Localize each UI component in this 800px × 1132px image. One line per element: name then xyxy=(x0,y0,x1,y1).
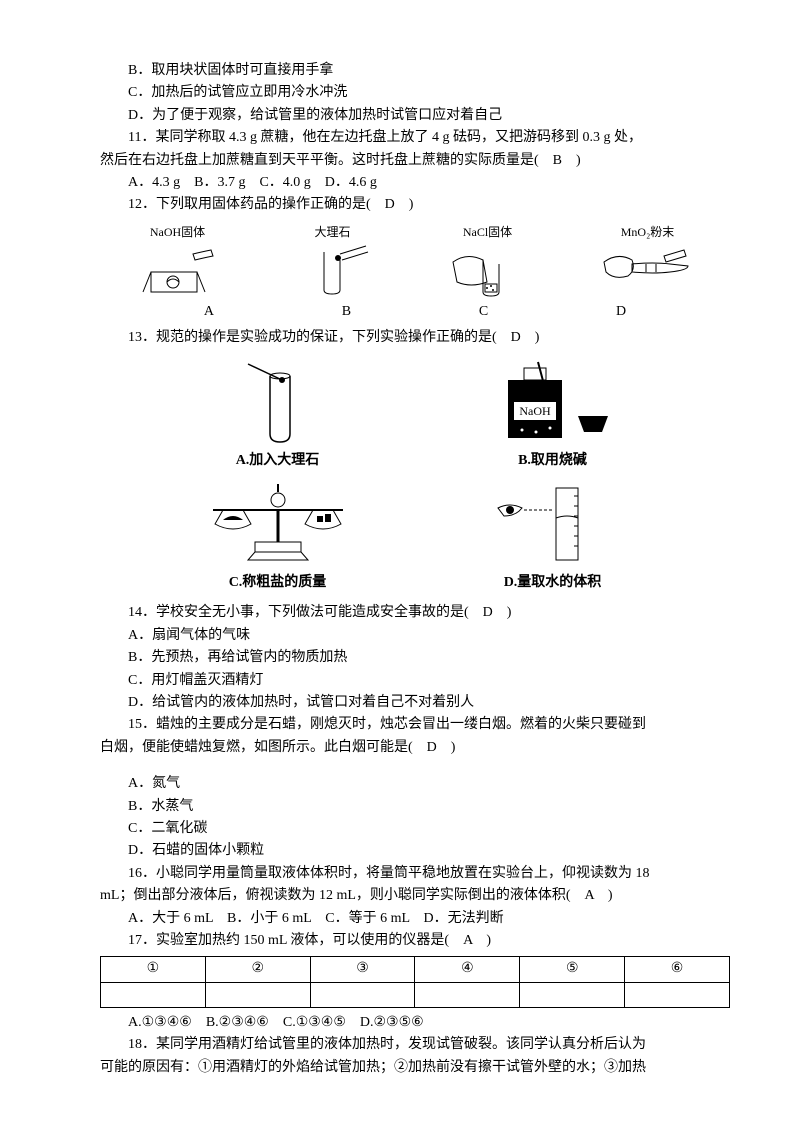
q13-fig-c: C.称粗盐的质量 xyxy=(193,480,363,594)
q16-options: A．大于 6 mL B．小于 6 mL C．等于 6 mL D．无法判断 xyxy=(100,908,730,930)
q13-fig-b: NaOH B.取用烧碱 xyxy=(478,358,628,472)
table-cell xyxy=(415,982,520,1007)
q15-oa: A．氮气 xyxy=(100,773,730,795)
q15-ob: B．水蒸气 xyxy=(100,796,730,818)
q13-figure-grid: A.加入大理石 NaOH B.取用烧碱 xyxy=(140,358,690,595)
spacer xyxy=(100,759,730,773)
q18-line1: 18．某同学用酒精灯给试管里的液体加热时，发现试管破裂。该同学认真分析后认为 xyxy=(100,1034,730,1056)
table-cell: ⑥ xyxy=(625,957,730,982)
opt-d: D．为了便于观察，给试管里的液体加热时试管口应对着自己 xyxy=(100,105,730,127)
q13-cap-b: B.取用烧碱 xyxy=(518,450,587,472)
q17-table: ① ② ③ ④ ⑤ ⑥ xyxy=(100,956,730,1007)
q14b: B．先预热，再给试管内的物质加热 xyxy=(100,647,730,669)
table-row xyxy=(101,982,730,1007)
table-cell xyxy=(205,982,310,1007)
q13-cap-a: A.加入大理石 xyxy=(236,450,320,472)
table-cell xyxy=(101,982,206,1007)
q12-B: B xyxy=(342,301,351,323)
table-cell xyxy=(310,982,415,1007)
q12-letters: A B C D xyxy=(100,301,730,323)
q12-C: C xyxy=(479,301,488,323)
table-cell xyxy=(625,982,730,1007)
q12-label-b: 大理石 xyxy=(314,223,350,242)
q12-figure-row: NaOH固体 大理石 NaCl固体 xyxy=(100,223,730,297)
table-cell: ② xyxy=(205,957,310,982)
opt-c: C．加热后的试管应立即用冷水冲洗 xyxy=(100,82,730,104)
q14d: D．给试管内的液体加热时，试管口对着自己不对着别人 xyxy=(100,692,730,714)
q16-line2: mL；倒出部分液体后，俯视读数为 12 mL，则小聪同学实际倒出的液体体积( A… xyxy=(100,885,730,907)
add-marble-icon xyxy=(218,358,338,448)
table-cell: ⑤ xyxy=(520,957,625,982)
q12-label-a: NaOH固体 xyxy=(150,223,205,242)
q12-fig-d: MnO₂粉末 xyxy=(598,223,698,297)
q14a: A．扇闻气体的气味 xyxy=(100,625,730,647)
q15-line2: 白烟，便能使蜡烛复燃，如图所示。此白烟可能是( D ) xyxy=(100,737,730,759)
table-cell: ④ xyxy=(415,957,520,982)
table-cell xyxy=(520,982,625,1007)
opt-b: B．取用块状固体时可直接用手拿 xyxy=(100,60,730,82)
naoh-bottle-icon: NaOH xyxy=(478,358,628,448)
svg-text:NaOH: NaOH xyxy=(519,404,551,418)
q14c: C．用灯帽盖灭酒精灯 xyxy=(100,670,730,692)
q13-fig-a: A.加入大理石 xyxy=(218,358,338,472)
q17-options: A.①③④⑥ B.②③④⑥ C.①③④⑤ D.②③⑤⑥ xyxy=(100,1012,730,1034)
page: B．取用块状固体时可直接用手拿 C．加热后的试管应立即用冷水冲洗 D．为了便于观… xyxy=(0,0,800,1132)
mno2-powder-icon xyxy=(598,242,698,297)
table-cell: ③ xyxy=(310,957,415,982)
table-row: ① ② ③ ④ ⑤ ⑥ xyxy=(101,957,730,982)
marble-tweezers-icon xyxy=(288,242,378,297)
q12: 12．下列取用固体药品的操作正确的是( D ) xyxy=(100,194,730,216)
q12-label-c: NaCl固体 xyxy=(463,223,512,242)
q13-fig-d: D.量取水的体积 xyxy=(478,480,628,594)
q13-cap-d: D.量取水的体积 xyxy=(504,572,602,594)
q15-line1: 15．蜡烛的主要成分是石蜡，刚熄灭时，烛芯会冒出一缕白烟。燃着的火柴只要碰到 xyxy=(100,714,730,736)
q15-oc: C．二氧化碳 xyxy=(100,818,730,840)
q12-fig-b: 大理石 xyxy=(288,223,378,297)
table-cell: ① xyxy=(101,957,206,982)
q11-options: A．4.3 g B．3.7 g C．4.0 g D．4.6 g xyxy=(100,172,730,194)
q15-od: D．石蜡的固体小颗粒 xyxy=(100,840,730,862)
q12-fig-a: NaOH固体 xyxy=(133,223,223,297)
q18-line2: 可能的原因有：①用酒精灯的外焰给试管加热；②加热前没有擦干试管外壁的水；③加热 xyxy=(100,1057,730,1079)
q14: 14．学校安全无小事，下列做法可能造成安全事故的是( D ) xyxy=(100,602,730,624)
q12-D: D xyxy=(616,301,626,323)
q12-label-d: MnO₂粉末 xyxy=(621,223,675,242)
nacl-hand-icon xyxy=(443,242,533,297)
q11-line2: 然后在右边托盘上加蔗糖直到天平平衡。这时托盘上蔗糖的实际质量是( B ) xyxy=(100,150,730,172)
cylinder-eye-icon xyxy=(478,480,628,570)
q12-A: A xyxy=(204,301,214,323)
q11-line1: 11．某同学称取 4.3 g 蔗糖，他在左边托盘上放了 4 g 砝码，又把游码移… xyxy=(100,127,730,149)
q12-fig-c: NaCl固体 xyxy=(443,223,533,297)
q16-line1: 16．小聪同学用量筒量取液体体积时，将量筒平稳地放置在实验台上，仰视读数为 18 xyxy=(100,863,730,885)
q13-cap-c: C.称粗盐的质量 xyxy=(229,572,327,594)
q13: 13．规范的操作是实验成功的保证，下列实验操作正确的是( D ) xyxy=(100,327,730,349)
q17: 17．实验室加热约 150 mL 液体，可以使用的仪器是( A ) xyxy=(100,930,730,952)
balance-icon xyxy=(193,480,363,570)
naoh-solid-icon xyxy=(133,242,223,297)
